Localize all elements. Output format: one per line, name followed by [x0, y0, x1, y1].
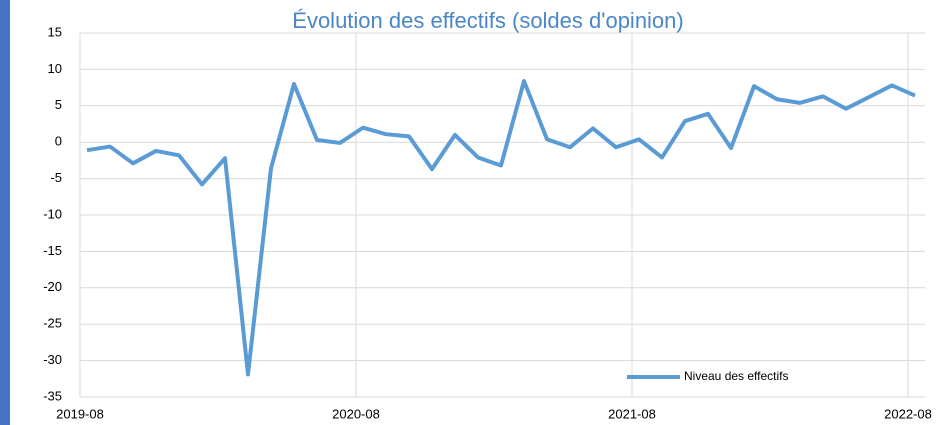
y-tick-label: -10 [43, 206, 62, 221]
x-tick-label: 2020-08 [332, 406, 380, 421]
x-tick-label: 2022-08 [884, 406, 932, 421]
y-tick-label: 5 [55, 97, 62, 112]
y-tick-label: -5 [50, 170, 62, 185]
y-tick-label: -35 [43, 388, 62, 403]
y-tick-label: -30 [43, 352, 62, 367]
y-tick-label: -20 [43, 279, 62, 294]
x-tick-label: 2019-08 [56, 406, 104, 421]
y-tick-label: 0 [55, 134, 62, 149]
y-tick-label: -15 [43, 243, 62, 258]
side-bar [0, 0, 10, 425]
data-line [86, 79, 916, 377]
x-tick-label: 2021-08 [608, 406, 656, 421]
y-tick-label: 15 [48, 24, 62, 39]
y-tick-label: -25 [43, 316, 62, 331]
chart-title: Évolution des effectifs (soldes d'opinio… [292, 8, 683, 33]
y-tick-label: 10 [48, 61, 62, 76]
legend-label: Niveau des effectifs [684, 369, 789, 383]
